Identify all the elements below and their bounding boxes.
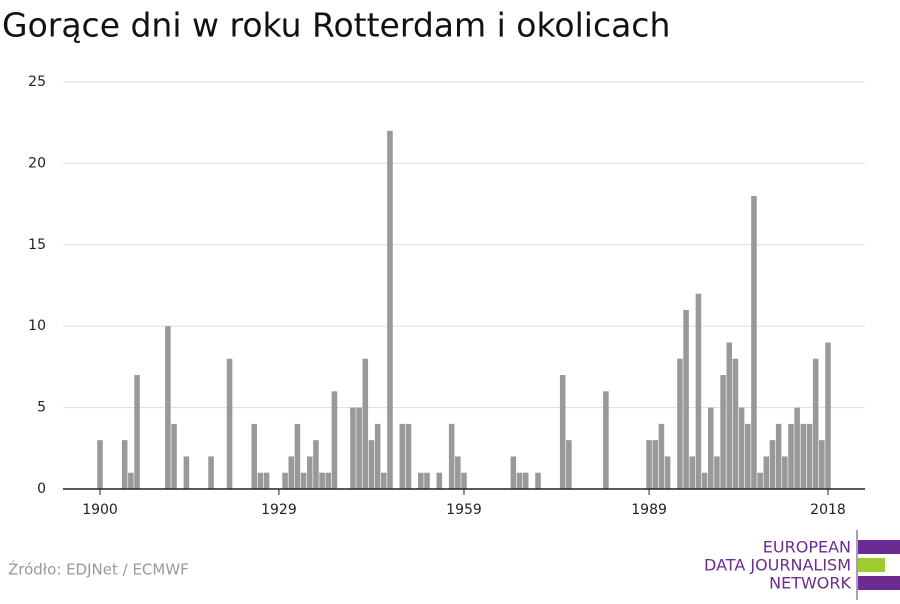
bar — [356, 407, 362, 489]
bar — [714, 456, 720, 489]
y-tick-label: 0 — [37, 481, 46, 497]
bar — [436, 472, 443, 489]
bar — [566, 440, 572, 489]
bar — [788, 423, 794, 489]
logo-text: DATA JOURNALISM — [704, 556, 851, 575]
x-tick-label: 1929 — [261, 502, 297, 518]
bar — [510, 456, 517, 489]
bar — [251, 423, 258, 489]
bar — [294, 423, 301, 489]
bar — [319, 472, 325, 489]
bar — [689, 456, 696, 489]
logo-text: EUROPEAN — [763, 538, 851, 557]
bar — [300, 472, 307, 489]
bar — [313, 440, 319, 489]
bar — [658, 423, 665, 489]
bar — [134, 375, 140, 489]
bar — [97, 440, 103, 489]
bar — [819, 440, 825, 489]
bar — [257, 472, 264, 489]
y-tick-label: 25 — [28, 74, 46, 90]
y-tick-label: 10 — [28, 318, 46, 334]
bar — [745, 423, 751, 489]
bar — [726, 342, 733, 489]
bar — [763, 456, 770, 489]
x-tick-label: 1959 — [446, 502, 482, 518]
bar — [603, 391, 609, 489]
bar — [374, 423, 381, 489]
bar — [325, 472, 332, 489]
bar — [424, 472, 430, 489]
x-tick-label: 1989 — [631, 502, 667, 518]
bar — [769, 440, 776, 489]
bar — [707, 407, 714, 489]
bar — [263, 472, 270, 489]
bar — [208, 456, 214, 489]
bar — [331, 391, 338, 489]
logo-bar — [858, 558, 885, 572]
bar — [559, 375, 566, 489]
bar — [732, 358, 739, 489]
bar — [516, 472, 523, 489]
bar — [664, 456, 671, 489]
bar — [683, 309, 689, 489]
bar — [121, 440, 128, 489]
bar — [418, 472, 424, 489]
bar — [350, 407, 356, 489]
bar — [455, 456, 461, 489]
bar — [183, 456, 190, 489]
bar — [695, 293, 702, 489]
bar — [794, 407, 800, 489]
bar — [226, 358, 233, 489]
bar — [677, 358, 683, 489]
y-tick-label: 15 — [28, 237, 46, 253]
logo-bar — [858, 540, 900, 554]
bar — [165, 326, 171, 489]
bar — [448, 423, 455, 489]
bar — [775, 423, 782, 489]
bar — [720, 375, 726, 489]
bar — [825, 342, 831, 489]
logo-bar — [858, 576, 900, 590]
y-tick-label: 5 — [37, 400, 46, 416]
bar — [171, 423, 177, 489]
bar — [757, 472, 763, 489]
bar — [522, 472, 529, 489]
logo: EUROPEAN DATA JOURNALISM NETWORK — [704, 530, 900, 600]
bar — [701, 472, 708, 489]
bar — [399, 423, 406, 489]
bar — [652, 440, 659, 489]
bar — [288, 456, 295, 489]
bar — [738, 407, 745, 489]
bar — [782, 456, 788, 489]
logo-text: NETWORK — [769, 574, 851, 593]
bar — [381, 472, 387, 489]
x-tick-label: 1900 — [82, 502, 118, 518]
bar — [800, 423, 807, 489]
bar — [368, 440, 375, 489]
y-tick-label: 20 — [28, 155, 46, 171]
bar — [306, 456, 313, 489]
bar — [387, 130, 393, 489]
chart-title: Gorące dni w roku Rotterdam i okolicach — [2, 6, 670, 45]
bar — [128, 472, 134, 489]
source: Źródło: EDJNet / ECMWF — [8, 560, 189, 579]
bar — [751, 195, 757, 489]
bar — [646, 440, 652, 489]
bar — [362, 358, 369, 489]
x-tick-label: 2018 — [810, 502, 846, 518]
bar — [461, 472, 467, 489]
bar — [535, 472, 541, 489]
bar — [282, 472, 288, 489]
bar — [405, 423, 412, 489]
bar — [812, 358, 819, 489]
bar — [806, 423, 813, 489]
